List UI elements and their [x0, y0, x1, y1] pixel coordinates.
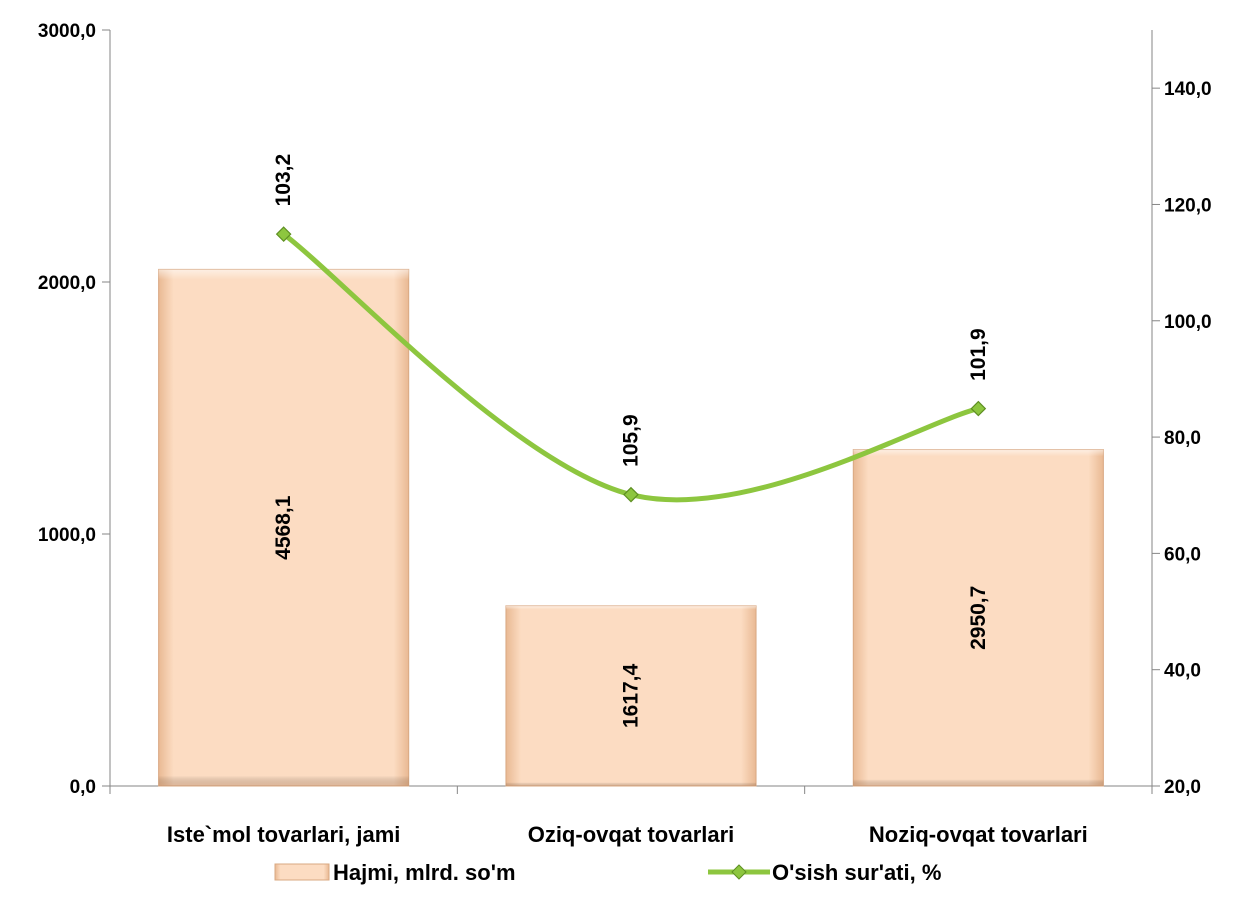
legend-bar-label: Hajmi, mlrd. so'm: [333, 860, 516, 885]
y-right-tick-label: 80,0: [1164, 428, 1201, 449]
x-category-label: Noziq-ovqat tovarlari: [869, 822, 1088, 847]
y-right-tick-label: 20,0: [1164, 777, 1201, 798]
legend: Hajmi, mlrd. so'm O'sish sur'ati, %: [274, 860, 941, 885]
line-series: [275, 226, 987, 503]
axes: 0,0 1000,0 2000,0 3000,0 20,0 40,0 60,0 80,0 100…: [38, 21, 1212, 847]
line-data-label: 101,9: [967, 328, 990, 381]
y-right-tick-label: 120,0: [1164, 195, 1212, 216]
legend-bar-swatch: [274, 863, 330, 881]
bar-data-label: 4568,1: [272, 495, 295, 560]
y-right-tick-label: 100,0: [1164, 312, 1212, 333]
bar: [505, 605, 757, 787]
y-right-tick-label: 40,0: [1164, 661, 1201, 682]
line-data-label: 105,9: [620, 414, 643, 467]
x-category-label: Iste`mol tovarlari, jami: [167, 822, 401, 847]
line-marker: [623, 486, 639, 503]
y-left-tick-label: 2000,0: [38, 273, 96, 294]
y-left-tick-label: 3000,0: [38, 21, 96, 42]
bar-shade: [505, 605, 757, 786]
bar-series: [158, 268, 1104, 787]
bar-data-label: 2950,7: [967, 586, 990, 650]
bar: [158, 268, 410, 787]
bar: [852, 449, 1104, 787]
y-left-tick-label: 0,0: [70, 777, 96, 798]
bar-shade: [853, 449, 1104, 786]
legend-line-marker: [731, 864, 747, 880]
legend-line-label: O'sish sur'ati, %: [772, 860, 941, 885]
y-right-tick-label: 60,0: [1164, 544, 1201, 565]
line-marker: [970, 400, 987, 417]
data-labels: 4568,1 1617,4 2950,7 103,2 105,9 101,9: [272, 154, 990, 728]
bar-shade: [158, 269, 409, 786]
line-data-label: 103,2: [272, 154, 295, 207]
line-marker: [275, 226, 292, 242]
y-left-tick-label: 1000,0: [38, 525, 96, 546]
bar-data-label: 1617,4: [620, 663, 643, 728]
x-category-label: Oziq-ovqat tovarlari: [528, 822, 735, 847]
y-right-tick-label: 140,0: [1164, 79, 1212, 100]
